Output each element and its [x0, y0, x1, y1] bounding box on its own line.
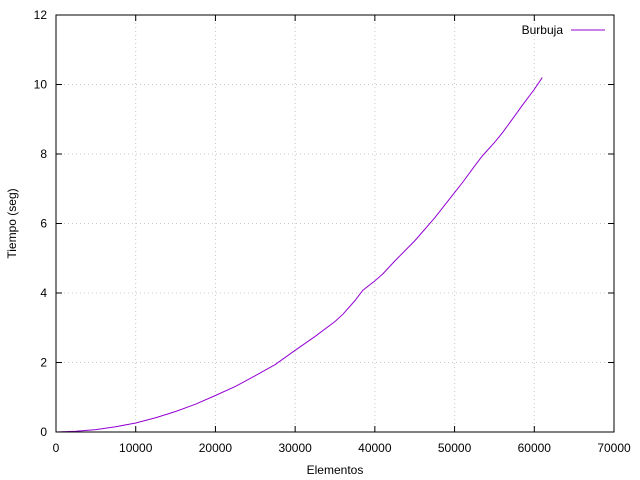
y-tick-label: 2: [40, 356, 47, 370]
x-tick-label: 20000: [199, 441, 233, 455]
y-tick-label: 4: [40, 286, 47, 300]
y-tick-label: 0: [40, 425, 47, 439]
y-tick-label: 12: [34, 8, 48, 22]
x-tick-label: 60000: [518, 441, 552, 455]
x-tick-label: 30000: [278, 441, 312, 455]
x-axis-label: Elementos: [307, 463, 364, 477]
y-tick-label: 10: [34, 78, 48, 92]
series-line: [55, 77, 543, 433]
x-tick-label: 70000: [597, 441, 631, 455]
y-tick-label: 6: [40, 217, 47, 231]
y-axis-label: Tiempo (seg): [5, 188, 19, 258]
x-tick-label: 0: [53, 441, 60, 455]
legend-label: Burbuja: [522, 23, 564, 37]
grid: [56, 15, 614, 432]
x-tick-label: 50000: [438, 441, 472, 455]
series-layer: [55, 77, 543, 433]
x-tick-label: 10000: [119, 441, 153, 455]
plot-frame: [55, 14, 615, 433]
legend: Burbuja: [522, 23, 605, 37]
ticks: [55, 14, 615, 433]
x-tick-label: 40000: [358, 441, 392, 455]
tick-labels: 0 10000 20000 30000 40000 50000 60000 70000 0 2 4 6…: [34, 8, 631, 455]
y-tick-label: 8: [40, 147, 47, 161]
